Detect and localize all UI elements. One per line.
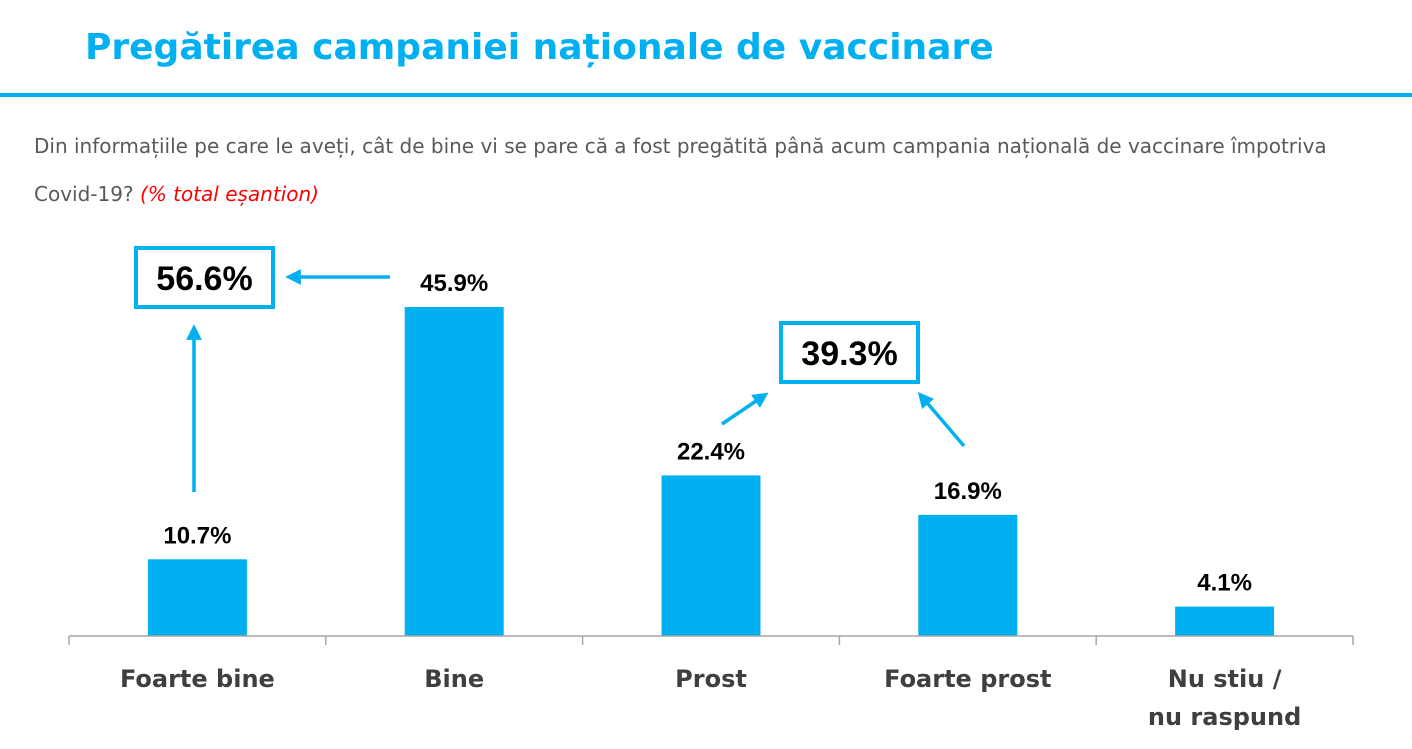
- survey-question: Din informațiile pe care le aveți, cât d…: [34, 122, 1364, 218]
- total-callout-value-2: 39.3%: [801, 335, 897, 373]
- total-callout-box-2: [779, 321, 920, 384]
- bar-4: [918, 514, 1018, 636]
- bar-3: [661, 475, 761, 636]
- data-label-2: 45.9%: [420, 270, 488, 297]
- category-label-4: Foarte prost: [884, 665, 1051, 693]
- bar-2: [404, 307, 504, 636]
- total-callout-box-1: [134, 246, 275, 309]
- page-title: Pregătirea campaniei naționale de vaccin…: [85, 27, 994, 68]
- title-divider: [0, 93, 1412, 97]
- total-callout-value-1: 56.6%: [156, 260, 252, 298]
- sample-note: (% total eșantion): [139, 182, 319, 206]
- bar-1: [147, 559, 247, 636]
- data-label-3: 22.4%: [677, 438, 745, 465]
- data-label-4: 16.9%: [934, 478, 1002, 505]
- callout-arrow-4: [917, 392, 966, 448]
- category-label-3: Prost: [675, 665, 747, 693]
- category-label-2: Bine: [424, 665, 484, 693]
- callout-arrow-3: [721, 392, 769, 426]
- category-label-5: Nu stiu / nu raspund: [1148, 665, 1301, 731]
- bar-5: [1175, 606, 1275, 636]
- category-label-1: Foarte bine: [120, 665, 275, 693]
- data-label-1: 10.7%: [163, 522, 231, 549]
- question-text: Din informațiile pe care le aveți, cât d…: [34, 134, 1327, 206]
- data-label-5: 4.1%: [1197, 570, 1252, 597]
